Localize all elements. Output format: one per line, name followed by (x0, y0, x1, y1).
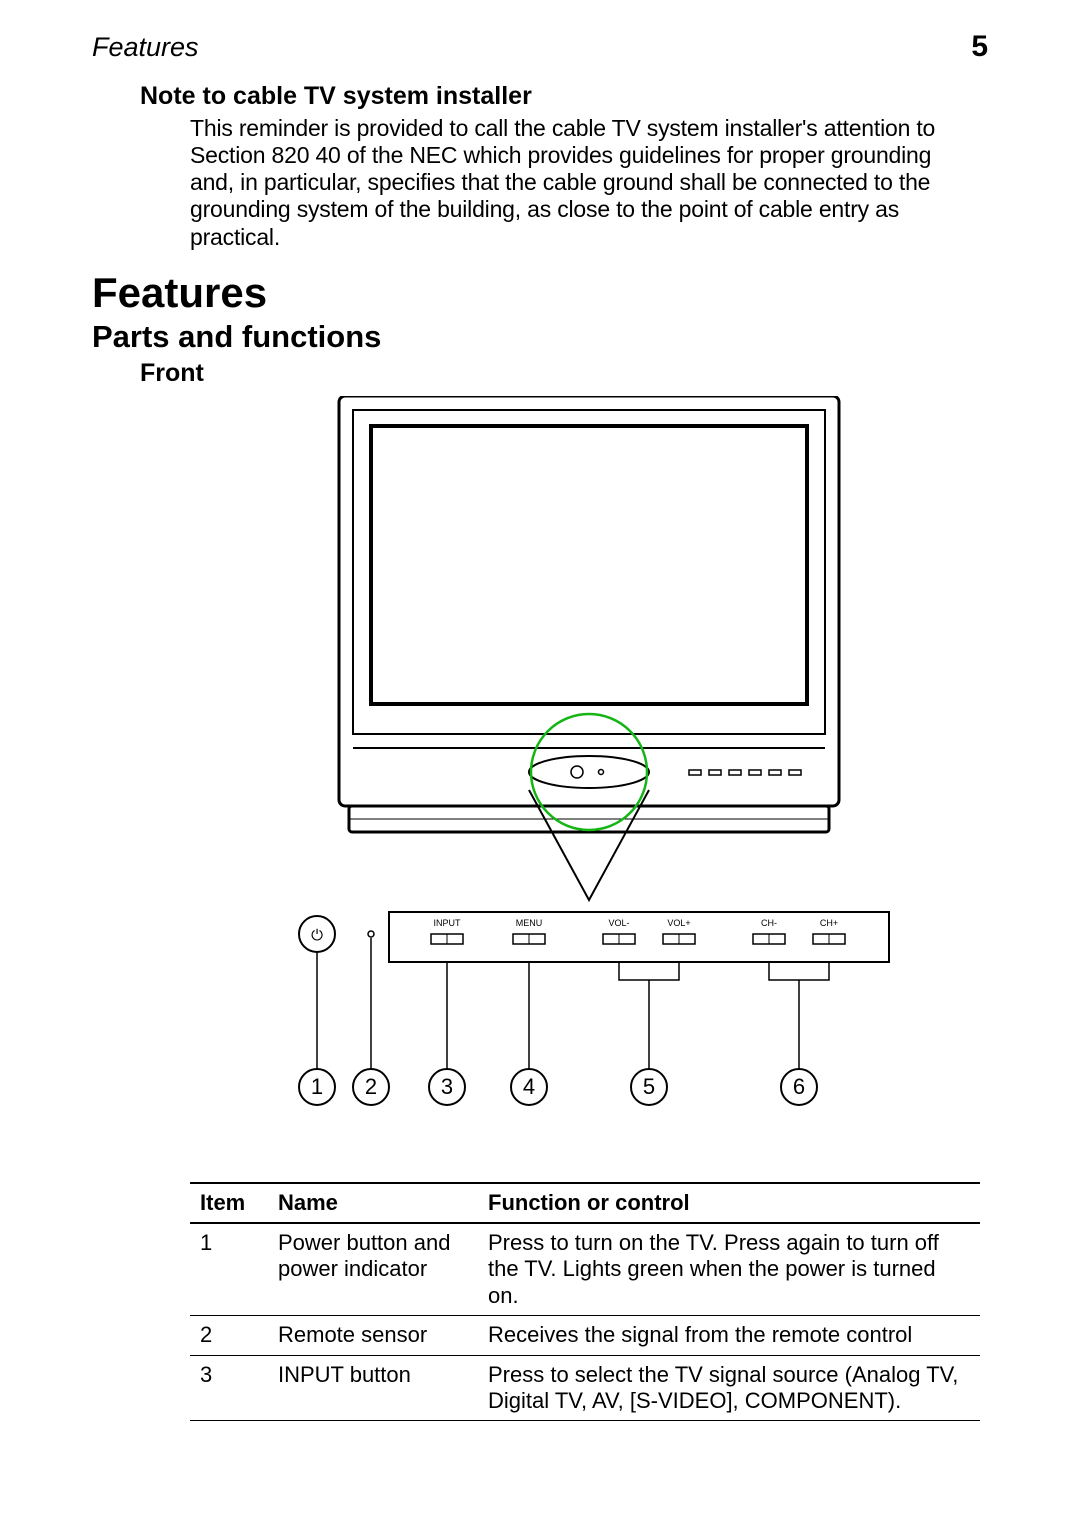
cell-item: 2 (190, 1316, 268, 1355)
page-header: Features 5 (92, 30, 988, 64)
svg-text:⏻: ⏻ (311, 927, 323, 944)
table-row: 1Power button and power indicatorPress t… (190, 1223, 980, 1316)
h3-front: Front (140, 359, 988, 388)
svg-text:4: 4 (523, 1074, 535, 1099)
svg-text:VOL+: VOL+ (667, 918, 690, 928)
svg-text:6: 6 (793, 1074, 805, 1099)
section-title: Features (92, 32, 199, 63)
parts-table: Item Name Function or control 1Power but… (190, 1182, 980, 1422)
h1-features: Features (92, 269, 988, 317)
cell-func: Press to turn on the TV. Press again to … (478, 1223, 980, 1316)
svg-text:INPUT: INPUT (434, 918, 462, 928)
tv-diagram-svg: INPUT MENU VOL- VOL+ CH- CH+ ⏻ 1 2 3 4 5 6 (269, 396, 909, 1166)
h2-parts-functions: Parts and functions (92, 319, 988, 355)
svg-text:CH-: CH- (761, 918, 777, 928)
cell-func: Press to select the TV signal source (An… (478, 1355, 980, 1421)
cell-name: Power button and power indicator (268, 1223, 478, 1316)
note-body: This reminder is provided to call the ca… (190, 115, 978, 251)
cell-func: Receives the signal from the remote cont… (478, 1316, 980, 1355)
cell-name: Remote sensor (268, 1316, 478, 1355)
table-row: 3INPUT buttonPress to select the TV sign… (190, 1355, 980, 1421)
tv-front-diagram: INPUT MENU VOL- VOL+ CH- CH+ ⏻ 1 2 3 4 5 6 (190, 396, 988, 1166)
cell-name: INPUT button (268, 1355, 478, 1421)
cell-item: 1 (190, 1223, 268, 1316)
svg-text:2: 2 (365, 1074, 377, 1099)
col-item-header: Item (190, 1183, 268, 1223)
svg-text:CH+: CH+ (820, 918, 838, 928)
table-row: 2Remote sensorReceives the signal from t… (190, 1316, 980, 1355)
table-header-row: Item Name Function or control (190, 1183, 980, 1223)
page-number: 5 (971, 30, 988, 64)
svg-text:MENU: MENU (516, 918, 543, 928)
col-name-header: Name (268, 1183, 478, 1223)
svg-text:3: 3 (441, 1074, 453, 1099)
col-func-header: Function or control (478, 1183, 980, 1223)
cell-item: 3 (190, 1355, 268, 1421)
svg-text:1: 1 (311, 1074, 323, 1099)
svg-text:5: 5 (643, 1074, 655, 1099)
svg-text:VOL-: VOL- (608, 918, 629, 928)
note-heading: Note to cable TV system installer (140, 82, 988, 111)
